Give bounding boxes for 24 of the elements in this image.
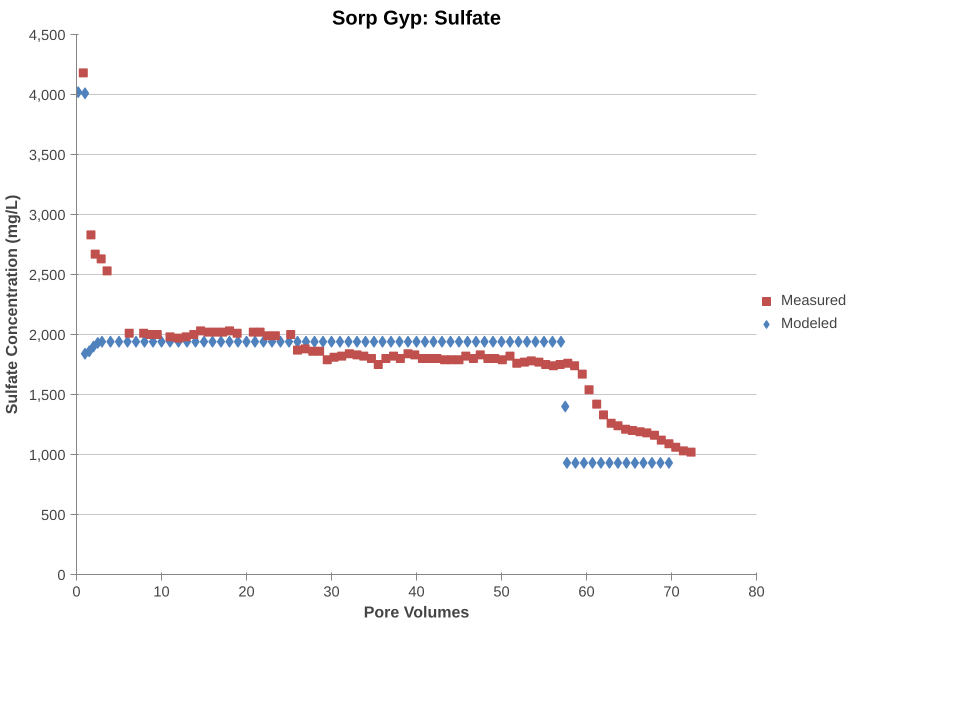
y-axis-title: Sulfate Concentration (mg/L) [4, 194, 21, 414]
x-tick-label: 80 [748, 584, 765, 600]
x-tick-label: 10 [153, 584, 170, 600]
y-tick-label: 3,000 [28, 208, 66, 224]
y-tick-label: 4,500 [28, 28, 66, 44]
x-tick-label: 50 [493, 584, 510, 600]
x-tick-label: 70 [663, 584, 680, 600]
y-tick-label: 3,500 [28, 148, 66, 164]
legend-label: Modeled [781, 316, 838, 332]
chart-title: Sorp Gyp: Sulfate [332, 8, 501, 30]
y-tick-label: 4,000 [28, 88, 66, 104]
x-tick-label: 20 [238, 584, 255, 600]
x-tick-label: 30 [323, 584, 340, 600]
y-tick-label: 1,500 [28, 388, 66, 404]
x-tick-label: 60 [578, 584, 595, 600]
x-tick-label: 40 [408, 584, 425, 600]
y-tick-label: 500 [41, 508, 66, 524]
y-tick-label: 1,000 [28, 448, 66, 464]
x-tick-label: 0 [72, 584, 81, 600]
x-axis-title: Pore Volumes [364, 604, 470, 622]
y-tick-label: 0 [57, 568, 66, 584]
y-tick-label: 2,500 [28, 268, 66, 284]
legend-label: Measured [781, 293, 846, 309]
y-tick-label: 2,000 [28, 328, 66, 344]
